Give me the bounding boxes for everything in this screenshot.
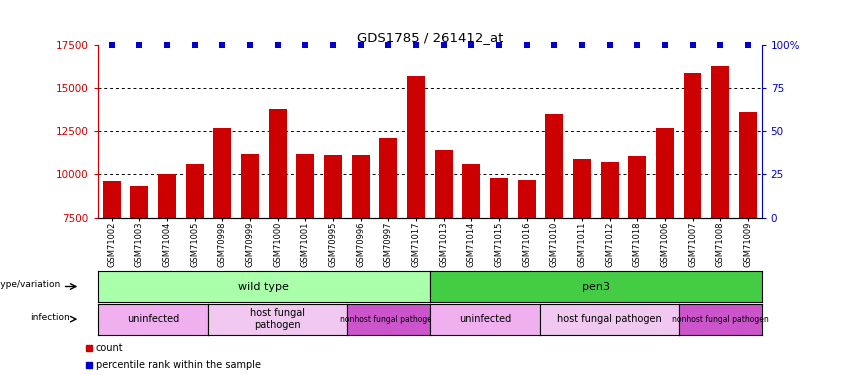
Bar: [296, 154, 314, 218]
Bar: [130, 186, 148, 218]
Text: uninfected: uninfected: [127, 314, 180, 324]
Text: pen3: pen3: [582, 282, 609, 291]
Bar: [158, 174, 176, 217]
Text: count: count: [95, 343, 123, 353]
Text: host fungal
pathogen: host fungal pathogen: [250, 308, 306, 330]
Text: nonhost fungal pathogen: nonhost fungal pathogen: [671, 315, 768, 324]
Text: infection: infection: [30, 313, 70, 322]
Bar: [241, 154, 259, 218]
Text: nonhost fungal pathogen: nonhost fungal pathogen: [340, 315, 437, 324]
Bar: [656, 128, 674, 218]
Title: GDS1785 / 261412_at: GDS1785 / 261412_at: [357, 31, 503, 44]
Bar: [269, 109, 287, 217]
Text: genotype/variation: genotype/variation: [0, 280, 60, 290]
Bar: [324, 155, 342, 218]
Bar: [628, 156, 646, 218]
Bar: [407, 76, 425, 217]
Bar: [103, 181, 121, 218]
Bar: [683, 73, 701, 217]
Bar: [711, 66, 729, 218]
Bar: [214, 128, 231, 218]
Text: percentile rank within the sample: percentile rank within the sample: [95, 360, 260, 370]
Bar: [601, 162, 619, 218]
Bar: [186, 164, 203, 218]
Bar: [490, 178, 508, 218]
Bar: [380, 138, 397, 218]
Text: uninfected: uninfected: [459, 314, 511, 324]
Bar: [462, 164, 480, 218]
Bar: [517, 180, 535, 218]
Text: host fungal pathogen: host fungal pathogen: [557, 314, 662, 324]
Text: wild type: wild type: [238, 282, 289, 291]
Bar: [351, 154, 369, 218]
Bar: [435, 150, 453, 217]
Bar: [573, 159, 591, 218]
Bar: [545, 114, 563, 218]
Bar: [739, 112, 757, 218]
